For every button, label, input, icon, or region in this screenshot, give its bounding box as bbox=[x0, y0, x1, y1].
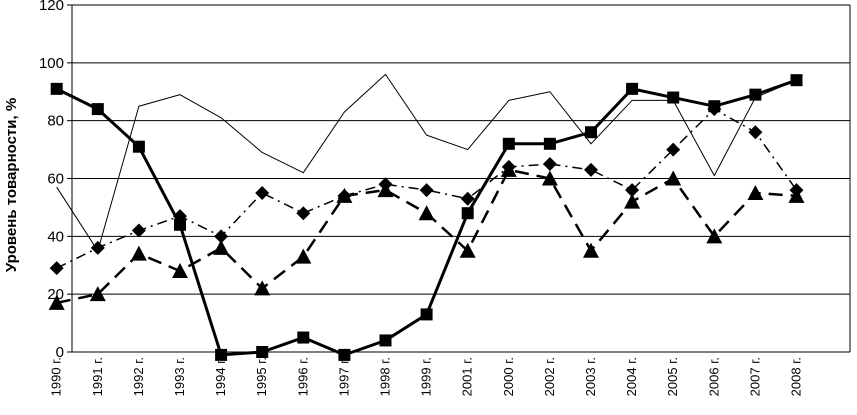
series-1-marker bbox=[338, 348, 351, 361]
series-4-marker bbox=[377, 182, 394, 198]
series-3-marker bbox=[173, 209, 187, 224]
x-tick-label: 2002 г. bbox=[542, 357, 557, 396]
series-1-marker bbox=[502, 137, 515, 150]
x-tick-label: 1992 г. bbox=[131, 357, 146, 396]
y-tick-label: 60 bbox=[47, 171, 64, 188]
x-tick-label: 1994 г. bbox=[213, 357, 228, 396]
y-tick-label: 40 bbox=[47, 228, 64, 245]
series-1-marker bbox=[543, 137, 556, 150]
series-1-marker bbox=[132, 140, 145, 153]
series-3-marker bbox=[707, 102, 722, 117]
series-3-marker bbox=[214, 229, 229, 244]
series-4-marker bbox=[254, 280, 271, 296]
series-4-marker bbox=[336, 187, 353, 203]
y-tick-label: 0 bbox=[56, 344, 64, 361]
series-2-line bbox=[56, 73, 797, 252]
series-3-marker bbox=[584, 162, 598, 177]
series-1-marker bbox=[379, 334, 392, 347]
series-3-marker bbox=[542, 157, 557, 172]
x-tick-label: 2001 г. bbox=[460, 357, 475, 396]
series-1-marker bbox=[297, 331, 310, 344]
series-1-marker bbox=[256, 346, 269, 358]
series-4-marker bbox=[583, 242, 599, 258]
series-4-marker bbox=[500, 161, 517, 177]
x-tick-label: 2007 г. bbox=[747, 357, 762, 396]
series-4-marker bbox=[48, 294, 65, 310]
series-1-marker bbox=[174, 218, 186, 231]
series-3-marker bbox=[666, 142, 681, 157]
x-tick-label: 1993 г. bbox=[172, 357, 187, 396]
series-1-marker bbox=[215, 348, 228, 361]
series-3-marker bbox=[255, 185, 270, 200]
series-1-marker bbox=[749, 88, 762, 101]
series-1-marker bbox=[667, 91, 680, 104]
series-4-marker bbox=[89, 286, 106, 302]
y-ticks: 0 20 40 60 80 100 120 bbox=[39, 0, 64, 361]
x-tick-label: 1990 г. bbox=[49, 357, 64, 396]
series-4-marker bbox=[418, 205, 435, 221]
series-4-marker bbox=[541, 170, 558, 186]
x-tick-label: 2006 г. bbox=[706, 357, 721, 396]
series-4-marker bbox=[706, 228, 723, 244]
series-3-marker bbox=[131, 223, 146, 238]
series-3-marker bbox=[625, 183, 640, 198]
x-tick-label: 2003 г. bbox=[583, 357, 598, 396]
series-4-marker bbox=[665, 170, 682, 186]
series bbox=[48, 73, 805, 361]
series-4-marker bbox=[172, 263, 188, 279]
x-tick-label: 2008 г. bbox=[789, 357, 804, 396]
series-4-marker bbox=[747, 184, 764, 200]
x-tick-label: 1991 г. bbox=[90, 357, 105, 396]
x-tick-label: 2004 г. bbox=[624, 357, 639, 396]
y-axis-label: Уровень товарности, % bbox=[3, 98, 20, 272]
y-tick-label: 100 bbox=[39, 55, 64, 72]
series-4-marker bbox=[295, 248, 312, 264]
series-3-marker bbox=[748, 125, 763, 140]
series-3-marker bbox=[296, 206, 311, 221]
series-3-marker bbox=[419, 183, 434, 198]
x-tick-label: 1996 г. bbox=[295, 357, 310, 396]
x-tick-label: 1999 г. bbox=[419, 357, 434, 396]
series-4-marker bbox=[130, 245, 147, 261]
y-tick-label: 80 bbox=[47, 113, 64, 130]
series-1-marker bbox=[50, 82, 63, 95]
series-4-marker bbox=[459, 242, 476, 258]
series-1-marker bbox=[585, 126, 597, 139]
x-ticks: 1990 г. 1991 г. 1992 г. 1993 г. 1994 г. 1995 … bbox=[49, 357, 804, 396]
series-4-marker bbox=[213, 239, 230, 255]
grid bbox=[72, 4, 850, 353]
y-tick-label: 120 bbox=[39, 0, 64, 14]
series-4-marker bbox=[788, 187, 805, 203]
x-tick-label: 1997 г. bbox=[336, 357, 351, 396]
x-tick-label: 1995 г. bbox=[254, 357, 269, 396]
axes bbox=[67, 4, 851, 353]
series-1-marker bbox=[420, 308, 433, 321]
x-tick-label: 1998 г. bbox=[378, 357, 393, 396]
x-tick-label: 2005 г. bbox=[665, 357, 680, 396]
series-4-marker bbox=[624, 193, 641, 209]
series-3-marker bbox=[460, 191, 475, 206]
series-1-marker bbox=[91, 103, 104, 116]
x-tick-label: 2000 г. bbox=[501, 357, 516, 396]
series-1-marker bbox=[461, 207, 474, 220]
y-tick-label: 20 bbox=[47, 286, 64, 303]
series-3-marker bbox=[49, 261, 64, 276]
series-3-marker bbox=[90, 240, 105, 255]
series-1-marker bbox=[626, 82, 639, 95]
